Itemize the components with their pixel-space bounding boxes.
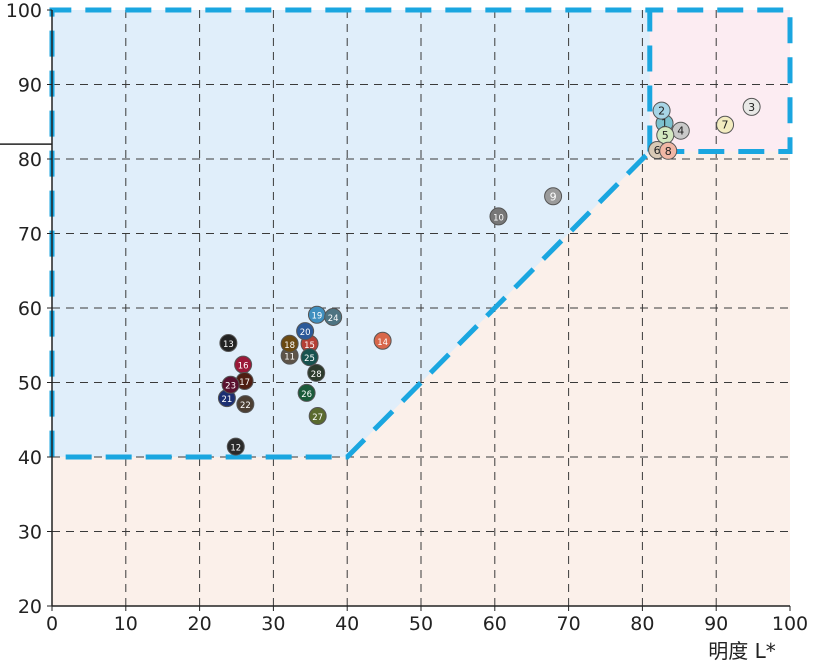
data-point-label: 24 — [328, 314, 339, 324]
data-point: 3 — [742, 97, 761, 116]
zone-boundary — [49, 7, 793, 460]
data-point-marker — [226, 437, 245, 456]
data-point: 5 — [656, 126, 675, 145]
x-tick-label: 90 — [704, 613, 728, 635]
data-point-label: 20 — [300, 328, 311, 338]
data-point: 14 — [373, 331, 392, 350]
data-point-label: 21 — [221, 395, 232, 405]
data-point-label: 11 — [284, 353, 295, 363]
y-tick-label: 90 — [18, 75, 42, 97]
data-point: 22 — [236, 395, 255, 414]
data-point-label: 26 — [301, 390, 312, 400]
data-point-label: 28 — [311, 370, 322, 380]
x-tick-label: 100 — [772, 613, 808, 635]
data-point: 18 — [280, 334, 299, 353]
data-point: 20 — [296, 322, 315, 341]
data-point: 23 — [221, 375, 240, 394]
data-point-label: 5 — [662, 129, 669, 142]
x-axis-label: 明度 L* — [708, 639, 776, 663]
data-point: 28 — [307, 363, 326, 382]
data-point-marker — [236, 395, 255, 414]
data-point-marker — [308, 407, 327, 426]
data-point-marker — [742, 97, 761, 116]
data-point: 7 — [716, 115, 735, 134]
data-point-marker — [324, 307, 343, 326]
data-point-label: 14 — [377, 338, 388, 348]
data-point-label: 12 — [230, 444, 241, 454]
data-point-label: 27 — [312, 413, 323, 423]
data-point-label: 13 — [223, 340, 234, 350]
data-point-marker — [219, 334, 238, 353]
region-pink-zone — [649, 10, 790, 152]
data-point: 10 — [489, 207, 508, 226]
data-point: 12 — [226, 437, 245, 456]
data-point: 24 — [324, 307, 343, 326]
data-point-label: 9 — [550, 190, 557, 203]
data-point-label: 2 — [658, 105, 665, 118]
data-point-label: 16 — [238, 362, 249, 372]
data-point-label: 18 — [284, 341, 295, 351]
data-point-label: 17 — [239, 378, 250, 388]
data-point: 13 — [219, 334, 238, 353]
data-point: 9 — [544, 187, 563, 206]
y-tick-label: 50 — [18, 373, 42, 395]
data-point: 27 — [308, 407, 327, 426]
y-tick-label: 20 — [18, 596, 42, 618]
y-tick-label: 60 — [18, 298, 42, 320]
data-point-marker — [659, 141, 678, 160]
data-point-marker — [373, 331, 392, 350]
data-point-label: 3 — [748, 101, 755, 114]
data-point: 4 — [671, 121, 690, 140]
data-point: 2 — [652, 101, 671, 120]
data-point-marker — [297, 383, 316, 402]
grid-lines — [52, 10, 790, 606]
boundary-line — [49, 7, 793, 460]
data-point-marker — [307, 363, 326, 382]
data-point: 19 — [307, 305, 326, 324]
x-tick-label: 10 — [114, 613, 138, 635]
y-tick-label: 80 — [18, 149, 42, 171]
data-point-marker — [544, 187, 563, 206]
axes: 0 10 20 30 40 50 60 70 80 90 100 20 30 40 50 60 70 80 90 10… — [0, 0, 808, 635]
data-point-marker — [716, 115, 735, 134]
y-tick-label: 70 — [18, 224, 42, 246]
data-point-label: 6 — [654, 144, 661, 157]
x-tick-label: 40 — [335, 613, 359, 635]
y-tick-label: 40 — [18, 447, 42, 469]
x-tick-label: 30 — [261, 613, 285, 635]
data-point-label: 19 — [312, 312, 323, 322]
x-tick-label: 20 — [188, 613, 212, 635]
x-tick-label: 60 — [483, 613, 507, 635]
x-tick-label: 80 — [630, 613, 654, 635]
data-point-label: 15 — [304, 341, 315, 351]
data-point: 16 — [234, 355, 253, 374]
data-point-marker — [221, 375, 240, 394]
data-point-marker — [652, 101, 671, 120]
data-point: 25 — [300, 348, 319, 367]
data-point-marker — [296, 322, 315, 341]
data-point-label: 10 — [493, 213, 504, 223]
x-tick-label: 50 — [409, 613, 433, 635]
data-point: 8 — [659, 141, 678, 160]
data-point-marker — [300, 348, 319, 367]
data-point-label: 23 — [225, 382, 236, 392]
x-tick-label: 70 — [557, 613, 581, 635]
data-point-label: 4 — [677, 125, 684, 138]
y-tick-label: 30 — [18, 522, 42, 544]
data-point-label: 8 — [665, 145, 672, 158]
data-point-marker — [280, 334, 299, 353]
y-tick-label: 100 — [6, 0, 42, 22]
data-point-label: 25 — [304, 354, 315, 364]
data-point: 26 — [297, 383, 316, 402]
data-point-label: 7 — [722, 119, 729, 132]
data-point-label: 22 — [240, 401, 251, 411]
x-tick-label: 0 — [46, 613, 58, 635]
data-point-marker — [489, 207, 508, 226]
data-point-label: 1 — [661, 117, 668, 130]
